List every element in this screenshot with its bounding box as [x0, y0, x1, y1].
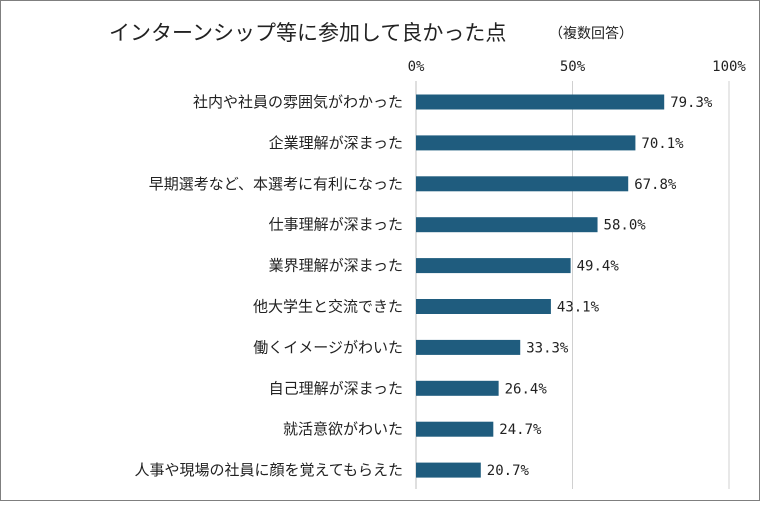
bar	[416, 380, 499, 396]
data-label: 58.0%	[604, 218, 647, 234]
chart-title: インターンシップ等に参加して良かった点	[109, 21, 506, 45]
data-label: 67.8%	[634, 177, 677, 193]
bar	[416, 94, 665, 110]
bars	[416, 94, 665, 478]
category-label: 自己理解が深まった	[269, 379, 403, 397]
category-label: 人事や現場の社員に顔を覚えてもらえた	[134, 461, 403, 479]
category-label: 社内や社員の雰囲気がわかった	[193, 93, 403, 111]
bar	[416, 135, 636, 151]
data-labels: 79.3% 70.1% 67.8% 58.0% 49.4% 43.1% 33.3% 26.4%…	[487, 95, 713, 479]
data-label: 26.4%	[505, 381, 548, 397]
category-label: 就活意欲がわいた	[283, 420, 403, 438]
category-label: 働くイメージがわいた	[253, 338, 403, 356]
bar	[416, 421, 494, 437]
category-label: 仕事理解が深まった	[269, 216, 403, 234]
category-labels: 社内や社員の雰囲気がわかった企業理解が深まった早期選考など、本選考に有利になった…	[134, 93, 403, 479]
tick-label: 0%	[408, 59, 425, 75]
bar	[416, 176, 629, 192]
tick-label: 50%	[560, 59, 586, 75]
data-label: 49.4%	[577, 259, 620, 275]
chart-subtitle: （複数回答）	[549, 25, 633, 42]
bar	[416, 299, 551, 314]
data-label: 33.3%	[526, 340, 569, 356]
data-label: 20.7%	[487, 463, 530, 479]
category-label: 他大学生と交流できた	[253, 298, 403, 316]
data-label: 79.3%	[670, 95, 713, 111]
data-label: 24.7%	[499, 422, 542, 438]
bar	[416, 462, 481, 478]
category-label: 早期選考など、本選考に有利になった	[149, 175, 403, 193]
tick-label: 100%	[712, 59, 746, 75]
category-label: 企業理解が深まった	[269, 134, 403, 152]
bar	[416, 217, 598, 233]
category-label: 業界理解が深まった	[269, 257, 403, 275]
data-label: 43.1%	[557, 300, 600, 316]
bar	[416, 339, 521, 355]
data-label: 70.1%	[641, 136, 684, 152]
tick-labels: 0% 50% 100%	[408, 59, 747, 75]
bar	[416, 258, 571, 274]
